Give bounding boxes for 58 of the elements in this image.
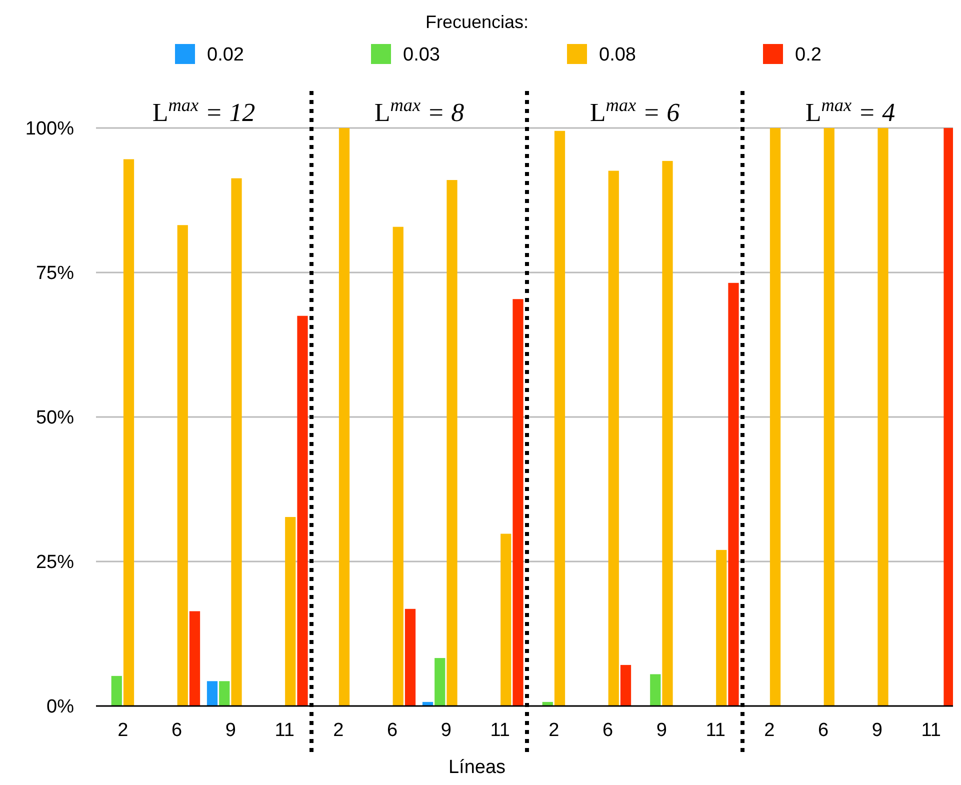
bar bbox=[446, 180, 458, 706]
x-tick-label: 11 bbox=[490, 720, 510, 741]
x-tick-label: 9 bbox=[656, 720, 667, 741]
bar bbox=[608, 170, 619, 706]
legend-title: Frecuencias: bbox=[425, 12, 529, 32]
bar bbox=[111, 676, 122, 706]
bar bbox=[650, 674, 661, 706]
bar bbox=[500, 534, 512, 706]
x-tick-label: 2 bbox=[548, 720, 560, 741]
y-tick-label: 0% bbox=[46, 696, 74, 718]
bar bbox=[728, 282, 739, 706]
legend-label: 0.2 bbox=[795, 44, 822, 66]
bar bbox=[878, 128, 888, 706]
bar bbox=[392, 226, 404, 706]
x-tick-label: 11 bbox=[706, 720, 726, 741]
bar bbox=[512, 299, 524, 706]
legend-label: 0.08 bbox=[599, 44, 636, 66]
x-tick-label: 6 bbox=[602, 720, 614, 741]
y-tick-label: 50% bbox=[36, 408, 74, 429]
y-tick-label: 25% bbox=[36, 552, 74, 574]
bar bbox=[206, 681, 218, 706]
bar bbox=[123, 159, 134, 706]
bar bbox=[620, 664, 632, 706]
bar bbox=[434, 658, 446, 706]
bar bbox=[219, 681, 230, 706]
bar bbox=[285, 516, 296, 706]
bar bbox=[824, 128, 834, 706]
text: L$^{max}$ = 12 bbox=[152, 95, 256, 127]
x-tick-label: 11 bbox=[921, 720, 941, 741]
x-tick-label: 6 bbox=[172, 720, 182, 741]
text: L$^{max}$ = 4 bbox=[805, 95, 896, 127]
bar bbox=[338, 128, 350, 706]
bar bbox=[662, 160, 673, 706]
bar bbox=[770, 128, 781, 706]
legend-label: 0.02 bbox=[207, 44, 244, 66]
x-axis-title: Líneas bbox=[448, 757, 506, 778]
text: L$^{max}$ = 8 bbox=[374, 95, 464, 127]
x-tick-label: 9 bbox=[440, 720, 452, 741]
x-tick-label: 11 bbox=[274, 720, 294, 741]
bar bbox=[231, 178, 242, 706]
x-tick-label: 9 bbox=[872, 720, 882, 741]
x-tick-label: 9 bbox=[225, 720, 236, 741]
bar bbox=[189, 611, 200, 706]
y-tick-label: 75% bbox=[36, 263, 74, 284]
x-tick-label: 6 bbox=[387, 720, 398, 741]
x-tick-label: 2 bbox=[333, 720, 344, 741]
bar bbox=[554, 130, 566, 706]
bar bbox=[404, 608, 416, 706]
text: L$^{max}$ = 6 bbox=[590, 95, 680, 127]
bar bbox=[944, 128, 953, 706]
bar bbox=[297, 316, 308, 706]
x-tick-label: 2 bbox=[118, 720, 128, 741]
x-tick-label: 2 bbox=[764, 720, 775, 741]
x-tick-label: 6 bbox=[818, 720, 829, 741]
y-tick-label: 100% bbox=[25, 118, 74, 140]
bar bbox=[716, 550, 727, 706]
legend-label: 0.03 bbox=[403, 44, 440, 66]
bar bbox=[177, 225, 188, 706]
